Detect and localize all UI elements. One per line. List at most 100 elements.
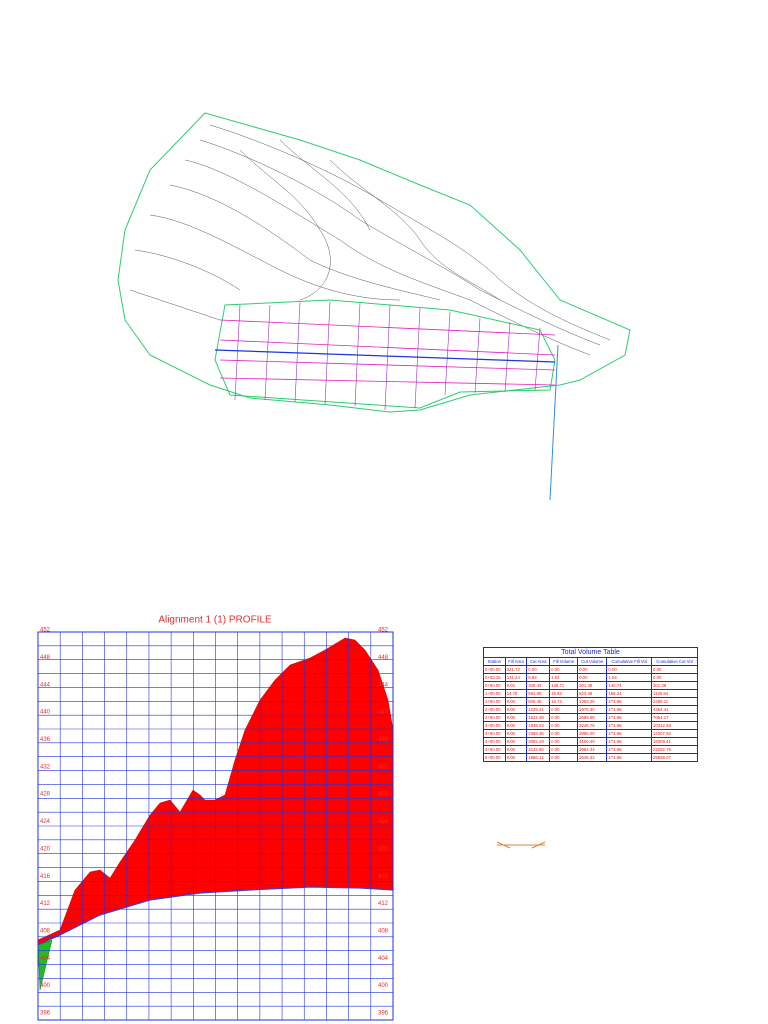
table-row: 3+50.00 0.00 2368.36 0.00 3885.00 171.96 14207… — [483, 729, 699, 738]
table-cell: 2+00.00 — [483, 705, 506, 714]
table-cell: 0.00 — [504, 705, 528, 714]
table-cell: 171.96 — [606, 697, 652, 706]
table-cell: 14207.92 — [650, 729, 699, 738]
contours — [129, 124, 611, 356]
table-cell: 5+00.00 — [483, 753, 506, 762]
elevation-label-left: 412 — [40, 901, 51, 907]
header-cell: Station — [483, 657, 506, 666]
table-cell: 0.00 — [549, 745, 579, 754]
table-cell: 1125.84 — [650, 689, 699, 698]
table-cell: 0.00 — [549, 729, 579, 738]
table-cell: 4+00.00 — [483, 737, 506, 746]
table-cell: 0+03.15 — [483, 673, 506, 682]
table-cell: 0.00 — [504, 713, 528, 722]
table-cell: 1838.23 — [526, 721, 551, 730]
header-row: Station Fill Area Cut Area Fill Volume Cut V… — [483, 657, 699, 666]
table-cell: 0.00 — [526, 665, 551, 674]
table-cell: 2489.11 — [650, 697, 699, 706]
table-cell: 4464.41 — [650, 705, 699, 714]
symbol — [496, 841, 546, 849]
elevation-label-left: 444 — [40, 682, 51, 688]
elevation-label-right: 396 — [378, 1011, 389, 1017]
elevation-label-right: 420 — [378, 846, 389, 852]
table-cell: 156.24 — [606, 689, 652, 698]
table-cell: 18308.41 — [650, 737, 699, 746]
table-row: 4+50.00 0.00 2142.85 0.00 3984.34 171.96 22292… — [483, 745, 699, 754]
table-cell: 15.82 — [549, 689, 579, 698]
elevation-label-left: 432 — [40, 764, 51, 770]
table-row: 5+00.00 0.00 1886.12 0.00 3545.32 171.96 25838… — [483, 753, 699, 762]
table-row: 3+00.00 0.00 1838.23 0.00 3248.76 171.96 10312… — [483, 721, 699, 730]
table-cell: 1975.30 — [577, 705, 608, 714]
table-cell: 0.00 — [504, 697, 528, 706]
table-row: 2+00.00 0.00 1225.21 0.00 1975.30 171.96 4464.… — [483, 705, 699, 714]
table-cell: 0+50.00 — [483, 681, 506, 690]
elevation-label-left: 408 — [40, 929, 51, 935]
table-cell: 171.96 — [606, 729, 652, 738]
header-cell: Cumulative Fill Vol — [606, 657, 652, 666]
table-cell: 0.00 — [504, 753, 528, 762]
elevation-label-left: 436 — [40, 737, 51, 743]
table-cell: 2589.58 — [577, 713, 608, 722]
elevation-label-left: 400 — [40, 983, 51, 989]
table-cell: 0.00 — [549, 665, 579, 674]
table-cell: 171.96 — [606, 737, 652, 746]
table-cell: 0.00 — [549, 721, 579, 730]
table-cell: 2082.29 — [526, 737, 551, 746]
table-cell: 171.96 — [606, 721, 652, 730]
elevation-label-left: 396 — [40, 1011, 51, 1017]
elevation-label-left: 424 — [40, 819, 51, 825]
elevation-label-right: 448 — [378, 655, 389, 661]
profile: Alignment 1 (1) PROFILE — [37, 615, 394, 1021]
table-cell: 25838.07 — [650, 753, 699, 762]
table-cell: 3984.34 — [577, 745, 608, 754]
table-cell: 0.00 — [577, 673, 608, 682]
elevation-label-right: 404 — [378, 956, 389, 962]
table-cell: 2368.36 — [526, 729, 551, 738]
table-cell: 1886.12 — [526, 753, 551, 762]
table-cell: 171.96 — [606, 713, 652, 722]
table-cell: 15.72 — [549, 697, 579, 706]
table-cell: 0+00.00 — [483, 665, 506, 674]
table-cell: 2142.85 — [526, 745, 551, 754]
elevation-label-left: 404 — [40, 956, 51, 962]
table-cell: 3248.76 — [577, 721, 608, 730]
table-cell: 14.78 — [504, 689, 528, 698]
elevation-label-right: 436 — [378, 737, 389, 743]
table-cell: 1.04 — [549, 673, 579, 682]
elevation-label-left: 452 — [40, 628, 51, 634]
table-row: 1+50.00 0.00 826.45 15.72 1363.26 171.96 2489.… — [483, 697, 699, 706]
elevation-label-left: 428 — [40, 792, 51, 798]
table-cell: 22292.75 — [650, 745, 699, 754]
elevation-label-right: 400 — [378, 983, 389, 989]
elevation-label-left: 448 — [40, 655, 51, 661]
table-cell: 581.80 — [526, 689, 551, 698]
table-row: 4+00.00 0.00 2082.29 0.00 4100.49 171.96 18308… — [483, 737, 699, 746]
elevation-label-right: 432 — [378, 764, 389, 770]
table-cell: 140.74 — [606, 681, 652, 690]
table-cell: 1+50.00 — [483, 697, 506, 706]
elevation-label-left: 440 — [40, 710, 51, 716]
header-cell: Cumulative Cut Vol — [650, 657, 699, 666]
elevation-label-right: 412 — [378, 901, 389, 907]
table-cell: 2+50.00 — [483, 713, 506, 722]
table-cell: 0.00 — [549, 713, 579, 722]
table-cell: 301.38 — [650, 681, 699, 690]
table-cell: 10312.93 — [650, 721, 699, 730]
table-cell: 0.00 — [504, 737, 528, 746]
table-cell: 3+50.00 — [483, 729, 506, 738]
table-cell: 0.00 — [549, 737, 579, 746]
grid — [38, 632, 393, 1020]
elevation-label-right: 428 — [378, 792, 389, 798]
table-cell: 171.96 — [606, 753, 652, 762]
elevation-label-right: 416 — [378, 874, 389, 880]
table-cell: 1.04 — [606, 673, 652, 682]
table-row: 0+03.15 131.24 0.83 1.04 0.00 1.04 0.00 — [483, 673, 699, 682]
elevation-label-right: 444 — [378, 682, 389, 688]
volume-table: Total Volume Table Station Fill Area Cut Ar… — [483, 647, 699, 762]
elevation-label-right: 408 — [378, 929, 389, 935]
elevation-label-left: 420 — [40, 846, 51, 852]
table-cell: 4100.49 — [577, 737, 608, 746]
table-cell: 4+50.00 — [483, 745, 506, 754]
table-cell: 0.00 — [504, 745, 528, 754]
